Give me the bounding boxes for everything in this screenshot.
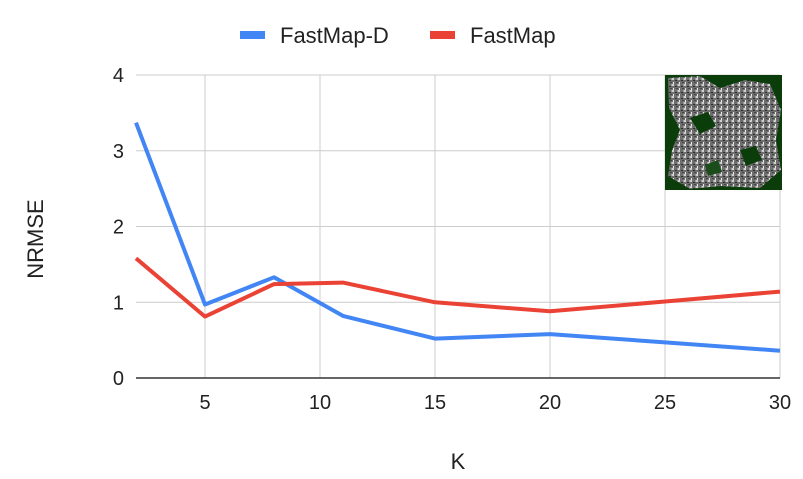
series-line-fastmap [134,256,781,319]
y-tick-label: 2 [113,217,124,239]
terrain-map-inset-image [665,75,782,190]
axes: 0 1 2 3 4 5 10 15 20 25 30 [113,65,791,414]
x-tick-label: 30 [769,392,791,414]
x-tick-label: 15 [424,392,446,414]
legend-swatch-fastmap [430,31,455,39]
y-tick-label: 4 [113,65,124,87]
x-axis-title: K [451,449,466,474]
legend-swatch-fastmap-d [240,31,265,39]
y-tick-label: 3 [113,141,124,163]
legend-label-fastmap: FastMap [470,23,556,48]
x-tick-label: 10 [309,392,331,414]
series-lines [134,121,781,353]
x-tick-label: 20 [539,392,561,414]
y-axis-title: NRMSE [23,199,48,278]
x-tick-label: 5 [199,392,210,414]
legend: FastMap-D FastMap [240,23,556,48]
series-line-fastmap-d [134,121,781,353]
y-tick-label: 0 [113,368,124,390]
y-tick-label: 1 [113,292,124,314]
x-tick-label: 25 [654,392,676,414]
legend-label-fastmap-d: FastMap-D [280,23,389,48]
